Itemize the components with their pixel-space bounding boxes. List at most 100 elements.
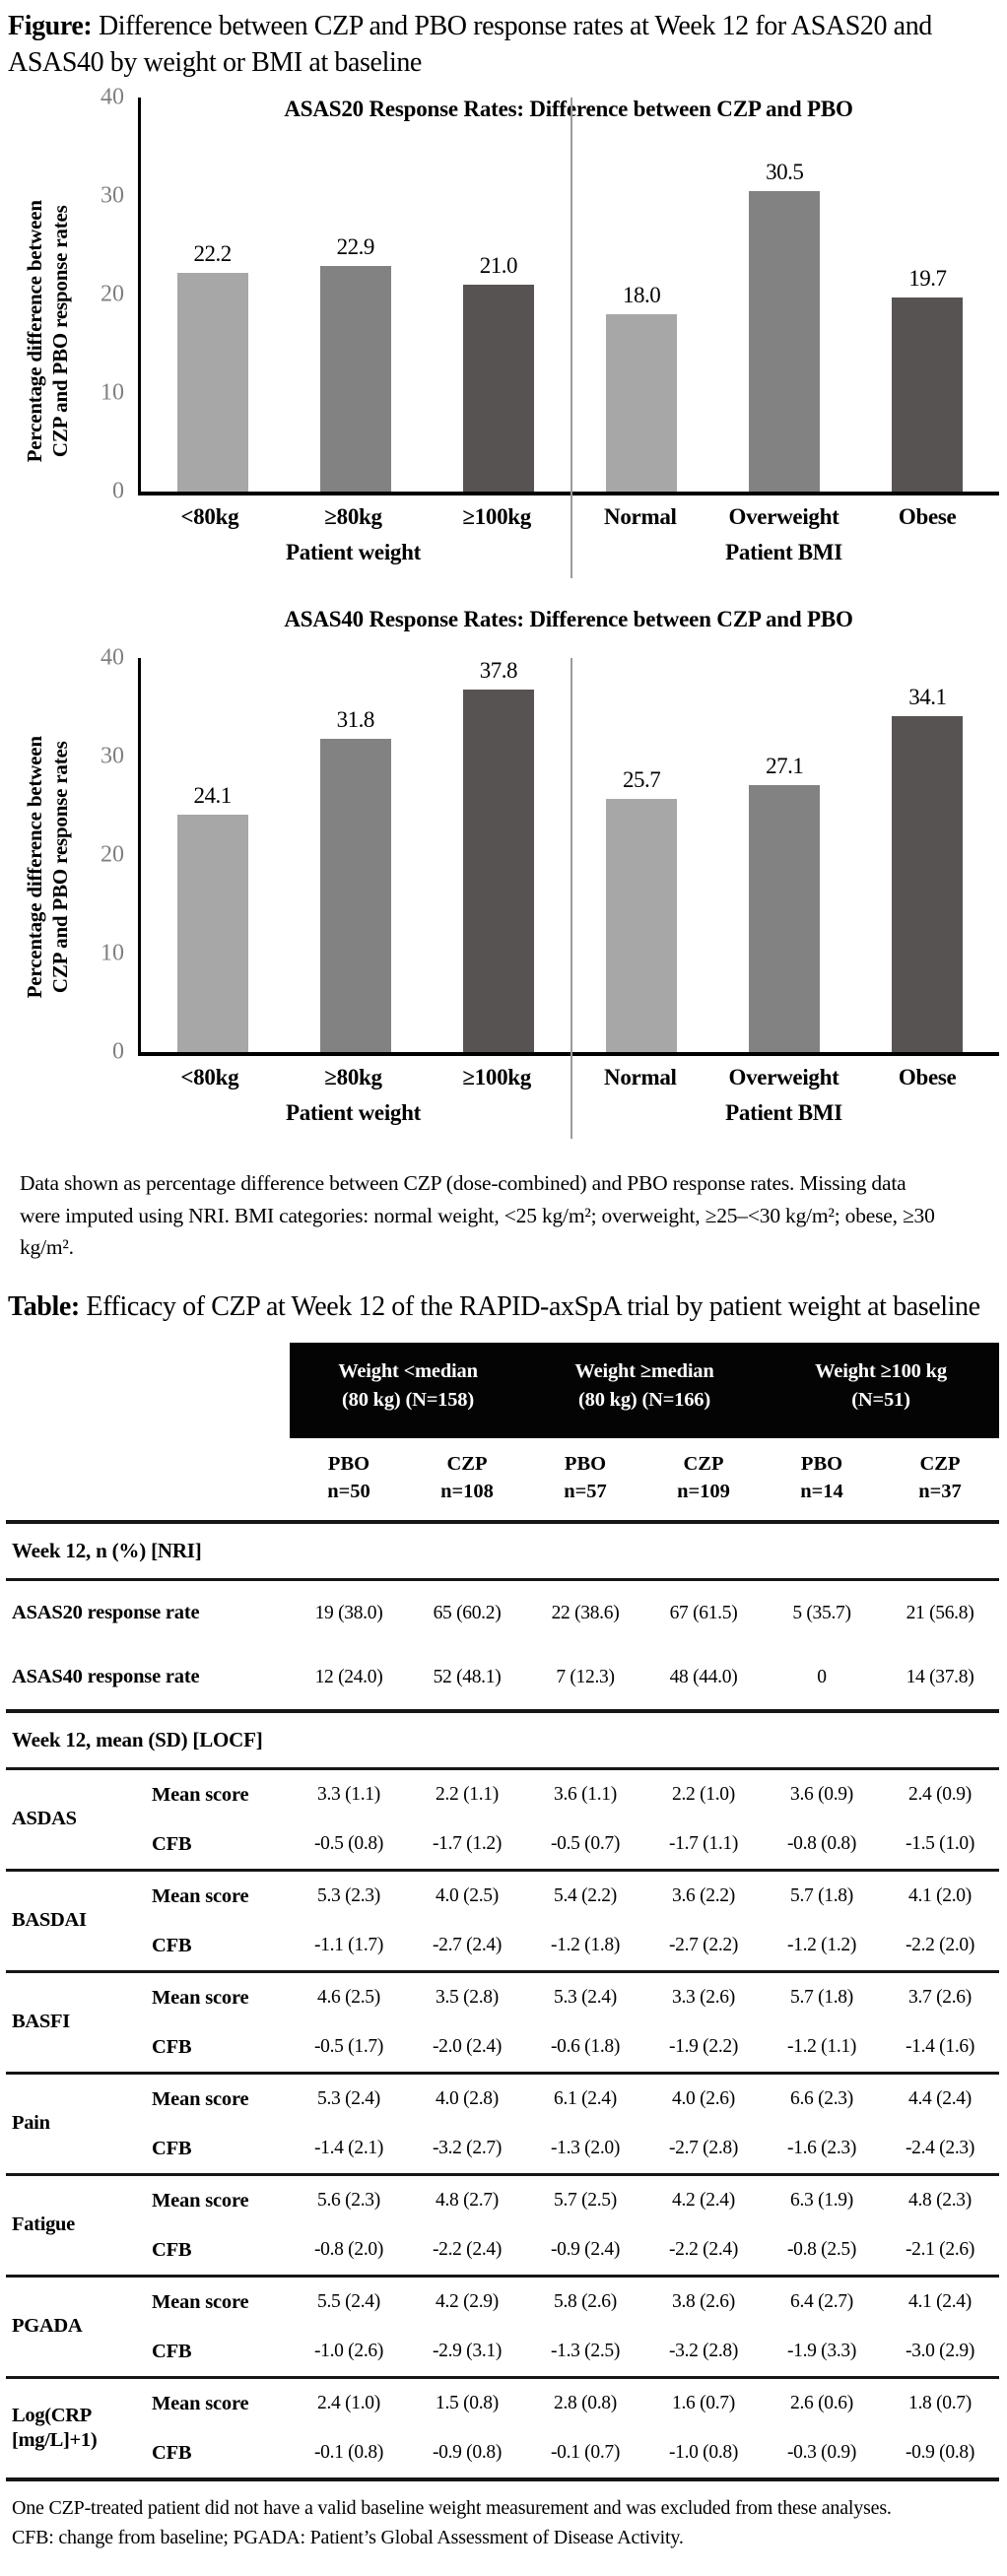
column-header: CZP n=109 — [644, 1451, 763, 1505]
y-axis-title-text: Percentage difference between CZP and PB… — [22, 200, 74, 462]
x-axis-labels: <80kg ≥80kg ≥100kg Normal Overweight Obese — [138, 504, 999, 530]
table-cell: 0 — [817, 1666, 827, 1687]
y-axis-title-line1: Percentage difference between — [22, 735, 46, 999]
bar — [319, 266, 391, 493]
y-tick-label: 40 — [101, 84, 124, 110]
table-cell: -0.9 (0.8) — [432, 2442, 503, 2464]
table-cell: 3.6 (0.9) — [790, 1784, 853, 1806]
bar-slot: 37.8 — [462, 658, 534, 1053]
column-group-line1: Weight ≥median — [574, 1360, 714, 1383]
bar — [892, 716, 964, 1053]
row-sublabel: CFB — [152, 2238, 192, 2261]
table-cell: 4.0 (2.5) — [436, 1885, 499, 1907]
measure-group: BASDAI Mean score 5.3 (2.3) 4.0 (2.5) 5.4 (2… — [6, 1872, 999, 1974]
table-cell: -0.1 (0.7) — [550, 2442, 621, 2464]
table-cell: -3.2 (2.7) — [432, 2138, 503, 2159]
bar-value-label: 25.7 — [622, 767, 661, 793]
bar-group-weight: 22.2 22.9 21.0 — [141, 98, 571, 493]
plot-area: 22.2 22.9 21.0 18.0 30.5 19.7 — [138, 98, 999, 579]
row-sublabel: CFB — [152, 2137, 192, 2159]
bar-value-label: 31.8 — [336, 707, 375, 733]
table-cell: 3.5 (2.8) — [436, 1987, 499, 2009]
column-header: CZP n=108 — [408, 1451, 526, 1505]
measure-name-line: BASDAI — [12, 1909, 87, 1932]
bar — [749, 785, 821, 1053]
table-row: CFB -0.1 (0.8) -0.9 (0.8) -0.1 (0.7) -1.0 (0… — [152, 2428, 999, 2477]
column-group-line1: Weight ≥100 kg — [815, 1360, 947, 1383]
bar-value-label: 37.8 — [479, 658, 518, 684]
table-cell: -0.8 (2.5) — [786, 2239, 857, 2261]
row-sublabel: CFB — [152, 2035, 192, 2058]
y-tick-label: 40 — [101, 644, 124, 671]
table-cell: 5.6 (2.3) — [317, 2190, 380, 2212]
plot-outer: 40 30 20 10 0 24.1 31.8 37.8 25.7 27.1 34.1 <80k… — [89, 645, 999, 1140]
measure-name-line: ASDAS — [12, 1808, 77, 1830]
measure-group: PGADA Mean score 5.5 (2.4) 4.2 (2.9) 5.8 (2.… — [6, 2278, 999, 2380]
treatment-arm-label: CZP — [683, 1452, 724, 1475]
table-cell: 3.7 (2.6) — [908, 1987, 972, 2009]
table-subheader-row: PBO n=50 CZP n=108 PBO n=57 CZP n=109 PBO n=14 CZP… — [6, 1438, 999, 1525]
row-label: ASAS40 response rate — [12, 1666, 200, 1688]
y-axis-title-line1: Percentage difference between — [22, 200, 46, 463]
sample-size-label: n=14 — [800, 1480, 843, 1502]
column-header: PBO n=14 — [763, 1451, 881, 1505]
table-cell: -0.9 (0.8) — [905, 2442, 975, 2464]
table-cell: -2.9 (3.1) — [432, 2341, 503, 2362]
measure-group: Fatigue Mean score 5.6 (2.3) 4.8 (2.7) 5.7 (… — [6, 2176, 999, 2279]
x-labels-weight: <80kg ≥80kg ≥100kg — [138, 504, 569, 530]
subheader-columns: PBO n=50 CZP n=108 PBO n=57 CZP n=109 PBO n=14 CZP… — [290, 1451, 999, 1505]
bar — [319, 739, 391, 1053]
table-cell: 5.5 (2.4) — [317, 2291, 380, 2313]
table-row: Mean score 5.3 (2.4) 4.0 (2.8) 6.1 (2.4) 4.0… — [152, 2075, 999, 2124]
measure-rows: Mean score 5.6 (2.3) 4.8 (2.7) 5.7 (2.5) 4.2… — [152, 2176, 999, 2275]
bar-slot: 19.7 — [892, 98, 964, 493]
table-cell: 48 (44.0) — [669, 1666, 738, 1687]
table-cell: -1.2 (1.1) — [786, 2036, 857, 2058]
treatment-arm-label: CZP — [919, 1452, 961, 1475]
table-cell: 4.1 (2.4) — [908, 2291, 972, 2313]
bar-value-label: 21.0 — [479, 253, 518, 279]
table-caption-label: Table: — [8, 1291, 80, 1323]
bar — [176, 273, 248, 493]
weight-group-label: Patient weight — [286, 540, 421, 565]
table-row: ASAS20 response rate 19 (38.0) 65 (60.2) 22… — [6, 1581, 999, 1645]
bar-value-label: 34.1 — [908, 685, 947, 710]
table-cell: -2.2 (2.0) — [905, 1935, 975, 1956]
x-category-label: Obese — [898, 1065, 957, 1090]
table-cell: 4.2 (2.4) — [672, 2190, 735, 2212]
row-sublabel: Mean score — [152, 1783, 249, 1806]
bar-slot: 24.1 — [176, 658, 248, 1053]
bar — [606, 799, 678, 1053]
table-row: Mean score 5.3 (2.3) 4.0 (2.5) 5.4 (2.2) 3.6… — [152, 1872, 999, 1921]
y-tick-label: 30 — [101, 743, 124, 769]
bmi-group-label: Patient BMI — [725, 540, 842, 565]
nri-rows: ASAS20 response rate 19 (38.0) 65 (60.2) 22… — [6, 1581, 999, 1714]
table-cell: -2.2 (2.4) — [432, 2239, 503, 2261]
y-tick-label: 0 — [112, 1038, 124, 1065]
row-sublabel: CFB — [152, 1934, 192, 1956]
bar-slot: 31.8 — [319, 658, 391, 1053]
column-group-header: Weight ≥median (80 kg) (N=166) — [526, 1357, 763, 1414]
column-group-header: Weight <median (80 kg) (N=158) — [290, 1357, 526, 1414]
table-cell: 1.5 (0.8) — [436, 2393, 499, 2414]
measure-rows: Mean score 2.4 (1.0) 1.5 (0.8) 2.8 (0.8) 1.6… — [152, 2379, 999, 2477]
column-group-line1: Weight <median — [338, 1360, 478, 1383]
bmi-group-label: Patient BMI — [725, 1100, 842, 1126]
table-row: Mean score 5.6 (2.3) 4.8 (2.7) 5.7 (2.5) 4.2… — [152, 2176, 999, 2225]
table-cell: -2.7 (2.4) — [432, 1935, 503, 1956]
figure-caption: Figure: Difference between CZP and PBO r… — [8, 8, 993, 81]
table-cell: 5 (35.7) — [792, 1602, 851, 1623]
bar-slot: 21.0 — [462, 98, 534, 493]
sample-size-label: n=109 — [677, 1480, 730, 1502]
y-tick-label: 30 — [101, 182, 124, 209]
table-cell: -0.8 (0.8) — [786, 1833, 857, 1855]
column-header: PBO n=57 — [526, 1451, 644, 1505]
group-axis-labels: Patient weight Patient BMI — [138, 540, 999, 565]
measure-name-line: Pain — [12, 2112, 50, 2135]
plot-wrap: 40 30 20 10 0 24.1 31.8 37.8 25.7 27.1 34.1 — [89, 645, 999, 1140]
chart-title: ASAS40 Response Rates: Difference betwee… — [284, 607, 853, 632]
table-caption-text: Efficacy of CZP at Week 12 of the RAPID-… — [79, 1291, 980, 1323]
measure-group: BASFI Mean score 4.6 (2.5) 3.5 (2.8) 5.3 (2.… — [6, 1973, 999, 2076]
table-cell: 5.7 (1.8) — [790, 1885, 853, 1907]
